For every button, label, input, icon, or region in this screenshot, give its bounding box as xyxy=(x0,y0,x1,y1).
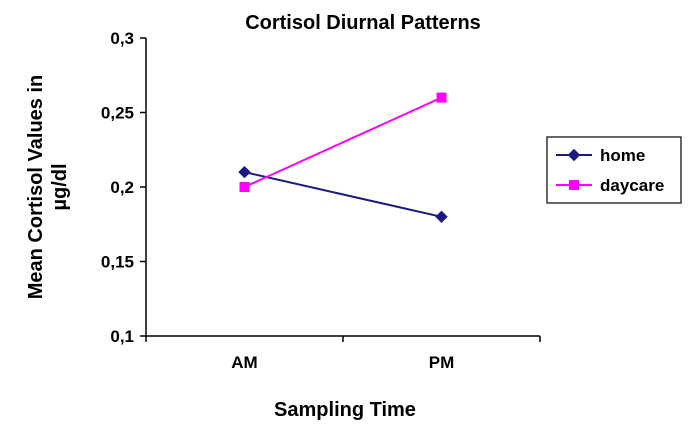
legend-items: home daycare xyxy=(556,146,664,195)
x-tick-label: AM xyxy=(231,353,257,372)
y-tick-label: 0,25 xyxy=(101,104,134,123)
x-tick-label: PM xyxy=(429,353,455,372)
data-point-daycare xyxy=(436,92,447,103)
x-ticks: AM PM xyxy=(145,336,541,372)
y-tick-label: 0,2 xyxy=(110,178,134,197)
legend-marker-daycare xyxy=(569,180,579,190)
series-line-home xyxy=(244,171,442,218)
y-axis-label: Mean Cortisol Values in µg/dl xyxy=(25,75,71,300)
legend-label-daycare: daycare xyxy=(600,176,664,195)
data-point-home xyxy=(435,210,448,224)
legend: home daycare xyxy=(546,136,682,204)
y-tick-label: 0,1 xyxy=(110,327,134,346)
series-line-daycare xyxy=(244,96,442,188)
y-tick-label: 0,15 xyxy=(101,253,134,272)
legend-box xyxy=(546,136,682,204)
legend-marker-home xyxy=(567,148,581,162)
data-point-home xyxy=(238,165,251,179)
chart-title: Cortisol Diurnal Patterns xyxy=(245,12,481,34)
y-axis-label-line-2: µg/dl xyxy=(49,163,71,210)
legend-label-home: home xyxy=(600,146,645,165)
y-axis-label-line-1: Mean Cortisol Values in xyxy=(25,75,47,300)
data-point-daycare xyxy=(239,182,250,192)
y-ticks: 0,1 0,15 0,2 0,25 0,3 xyxy=(101,29,146,346)
x-axis-label: Sampling Time xyxy=(274,399,416,421)
y-tick-label: 0,3 xyxy=(110,29,134,48)
series-layer xyxy=(238,92,448,224)
